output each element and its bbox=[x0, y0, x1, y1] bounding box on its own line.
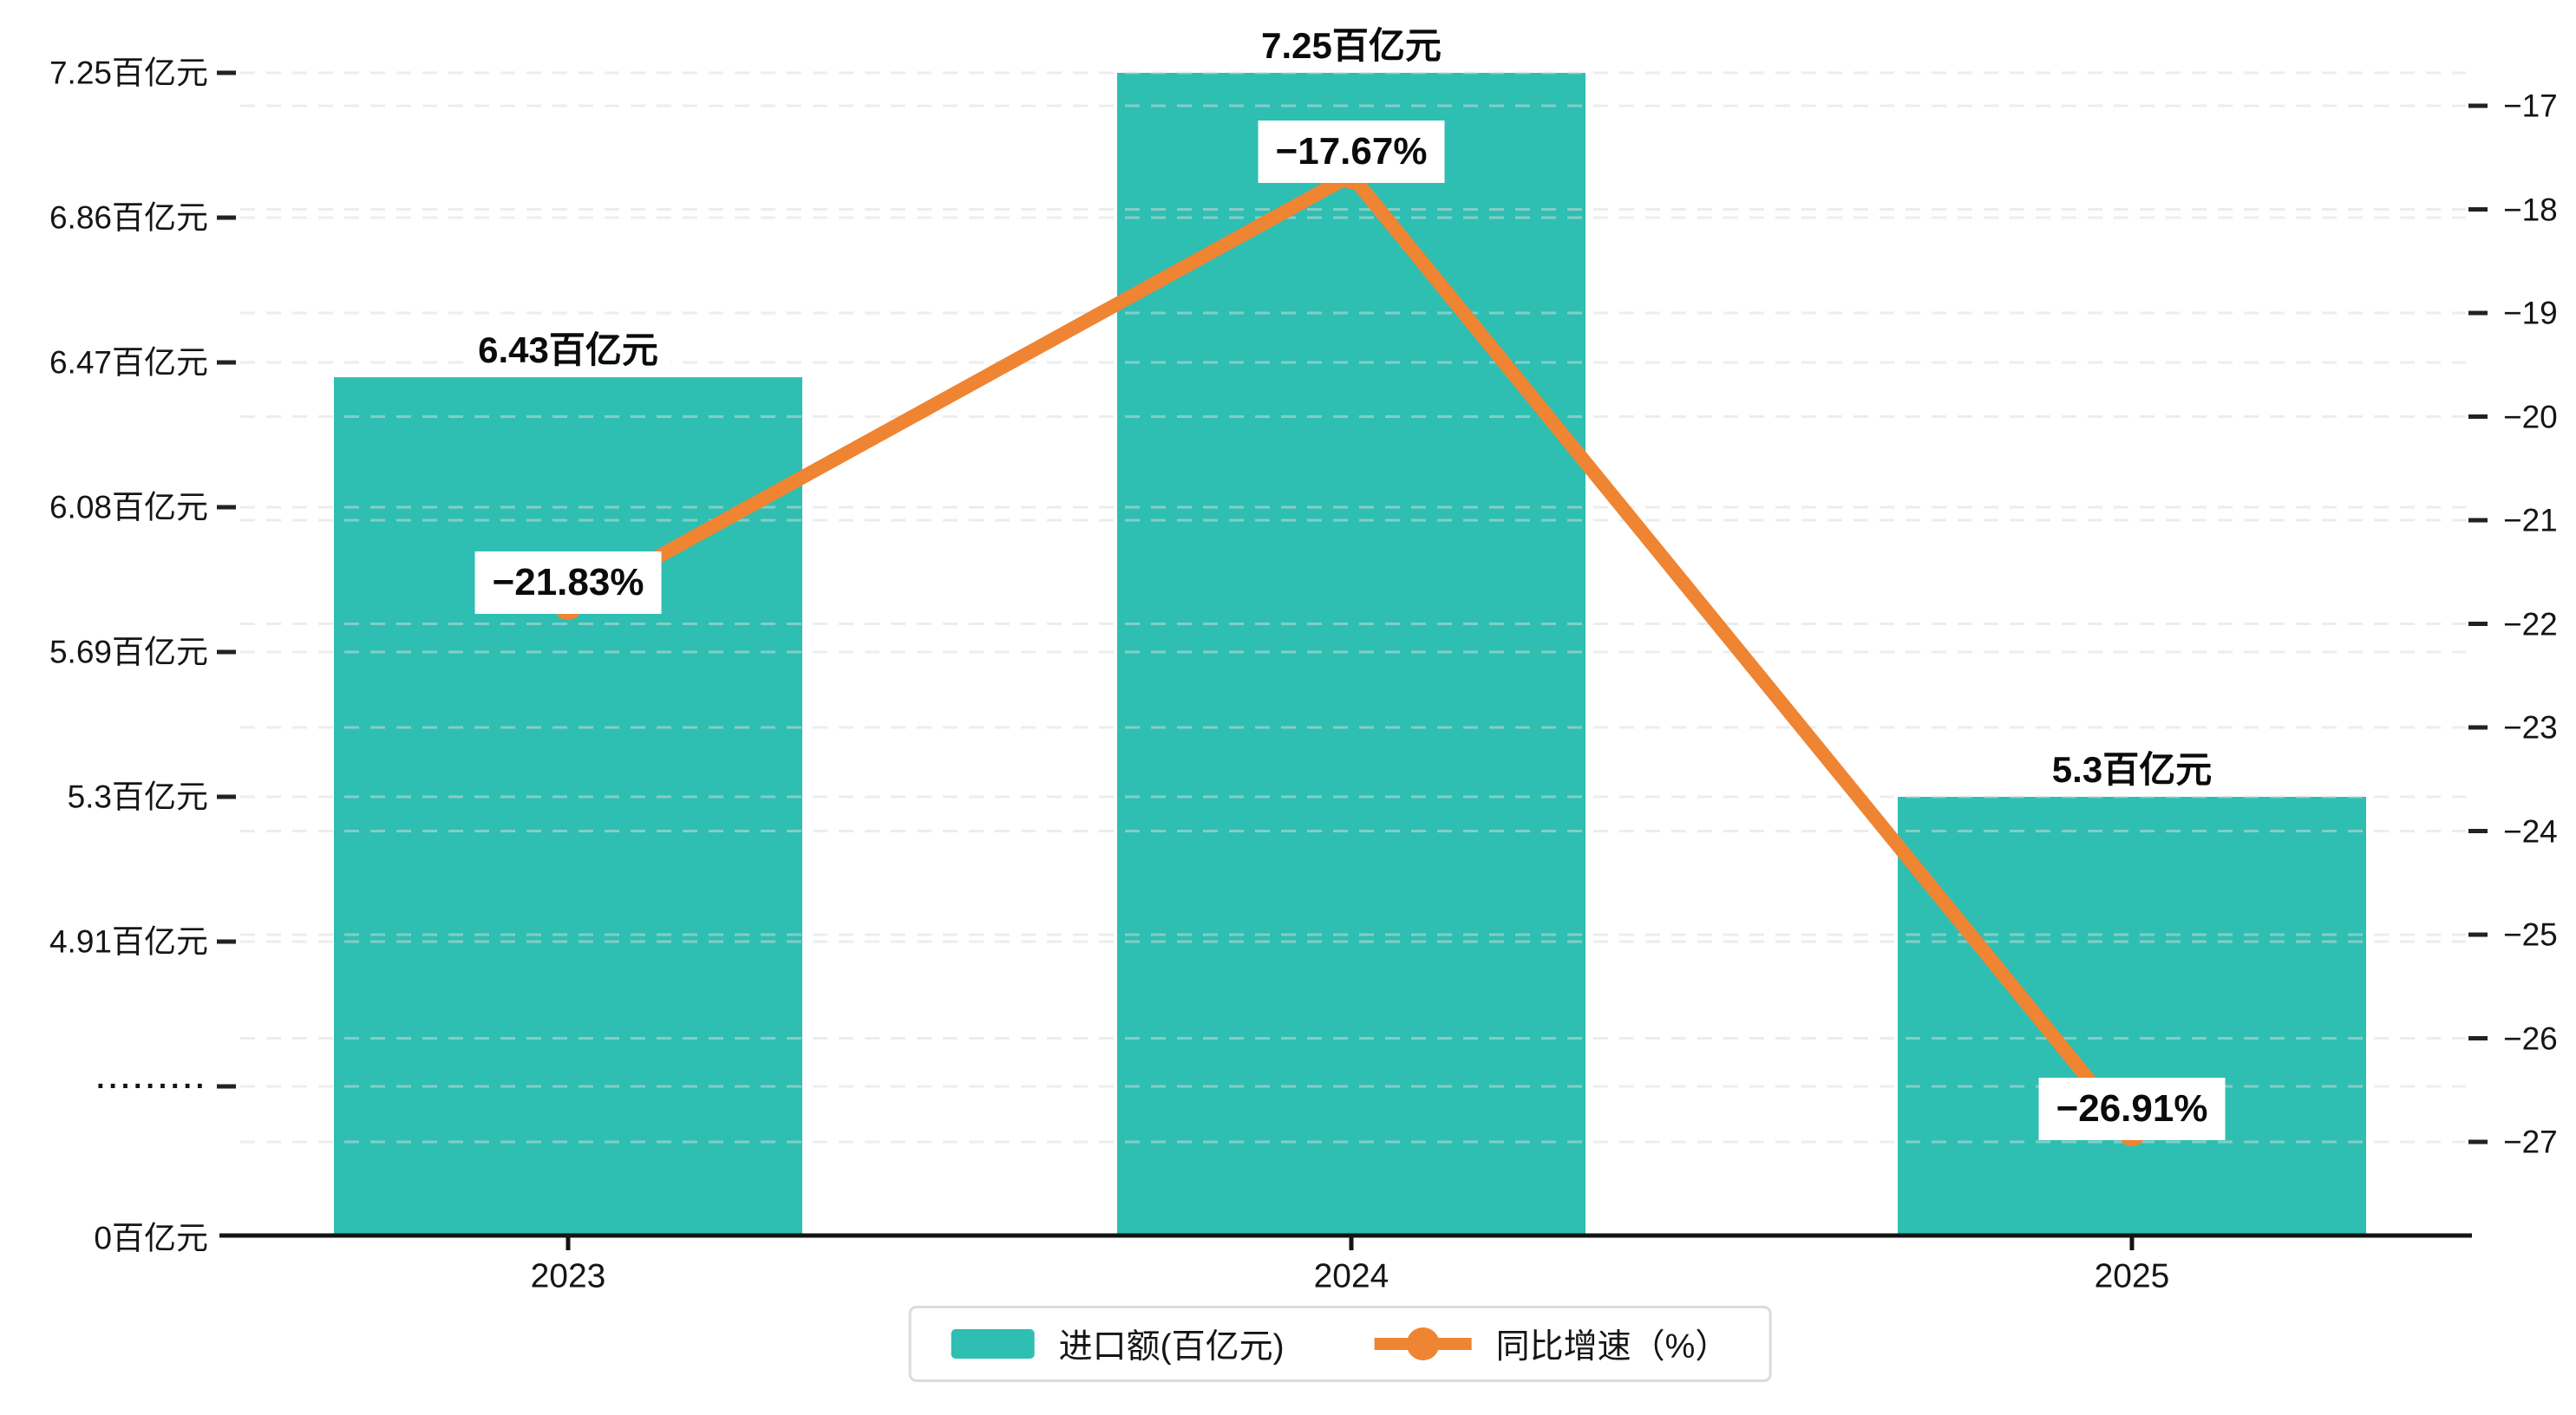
bar-series-swatch-icon bbox=[951, 1329, 1035, 1359]
bar-2024[interactable] bbox=[1117, 73, 1585, 1236]
line-marker-dot bbox=[1406, 1327, 1440, 1360]
legend: 进口额(百亿元) 同比增速（%） bbox=[908, 1306, 1772, 1382]
growth-point-2023[interactable] bbox=[554, 592, 582, 621]
line-series-marker-icon bbox=[1374, 1327, 1472, 1361]
legend-label-import-value: 进口额(百亿元) bbox=[1058, 1328, 1285, 1366]
legend-item-import-value[interactable]: 进口额(百亿元) bbox=[951, 1320, 1285, 1368]
legend-item-yoy-growth[interactable]: 同比增速（%） bbox=[1374, 1320, 1729, 1368]
bar-2025[interactable] bbox=[1898, 797, 2366, 1236]
growth-point-2025[interactable] bbox=[2118, 1118, 2146, 1147]
legend-label-yoy-growth: 同比增速（%） bbox=[1495, 1328, 1729, 1366]
growth-point-2024[interactable] bbox=[1337, 161, 1365, 190]
